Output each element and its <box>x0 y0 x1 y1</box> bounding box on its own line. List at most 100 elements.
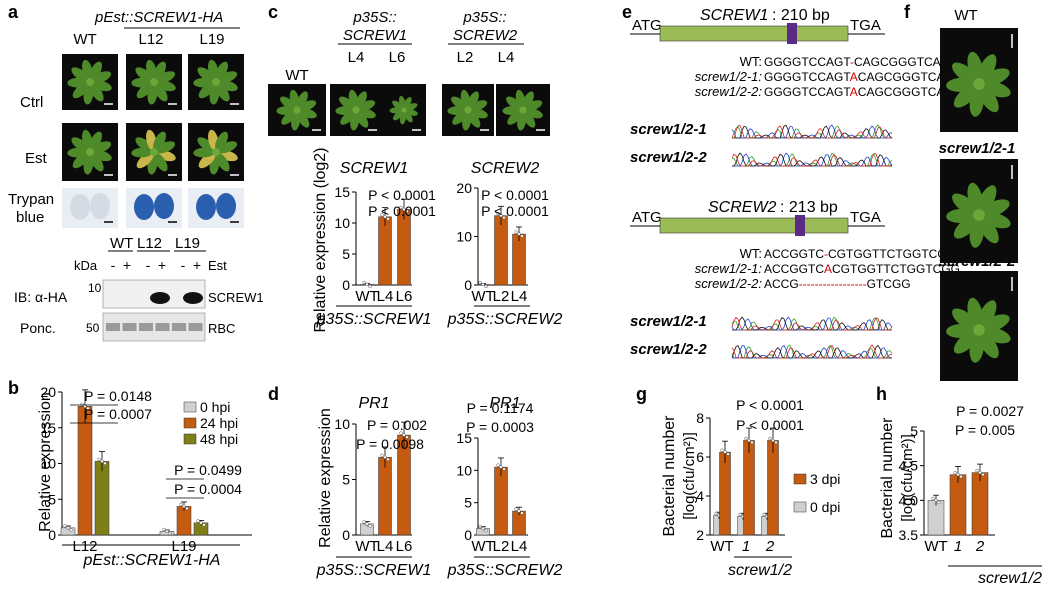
y-tick-label: 15 <box>40 420 56 436</box>
x-tick-label: L4 <box>377 288 394 305</box>
leaf <box>403 110 413 123</box>
chromatogram-trace <box>731 316 893 331</box>
x-tick-label: L6 <box>396 538 413 555</box>
col-label-l19: L19 <box>199 31 224 48</box>
blot-lane-l19: L19 <box>175 235 200 252</box>
sequence: GGGGTCCAGTACAGCGGGTCAGG <box>764 70 963 84</box>
bar <box>94 461 110 536</box>
chart-h: 3.5 4.0 4.5 5 WT 1 2 <box>899 423 995 555</box>
y-tick-label: 15 <box>456 430 472 446</box>
data-point <box>481 282 485 287</box>
y-axis-label-h: Bacterial number <box>879 417 896 539</box>
y-tick-label: 5 <box>342 246 350 262</box>
data-point <box>365 522 369 526</box>
data-point <box>386 217 390 221</box>
data-point <box>179 502 183 507</box>
data-point <box>365 282 369 287</box>
leaf <box>153 131 166 151</box>
p-value: P < 0.0001 <box>736 417 804 433</box>
plant-rosette <box>276 89 317 131</box>
data-point <box>165 529 169 534</box>
bar <box>743 440 755 536</box>
stained-leaf <box>154 193 174 219</box>
leaf <box>89 131 102 151</box>
data-point <box>750 440 754 445</box>
seq-mid: ----------------- <box>799 277 867 291</box>
seq-post: CAGCGGGTCAGG <box>858 85 963 99</box>
leaf <box>217 71 238 84</box>
trace-label: screw1/2-2 <box>630 341 707 358</box>
p-value: P = 0.0007 <box>84 406 152 422</box>
rosette-center <box>464 106 472 114</box>
c-construct1-line1: p35S:: <box>352 9 396 26</box>
leaf <box>980 199 1010 217</box>
x-tick-label: L2 <box>493 288 510 305</box>
leaf <box>357 100 376 112</box>
y-tick-label: 0 <box>342 277 350 293</box>
y-tick-label: 20 <box>40 384 56 400</box>
data-point <box>196 519 200 523</box>
x-tick-label: WT <box>355 288 378 305</box>
data-point <box>937 500 941 504</box>
legend-swatch <box>183 433 197 445</box>
marker-50: 50 <box>86 321 100 335</box>
row-label-est: Est <box>25 150 48 167</box>
seq-label: WT: <box>740 246 762 261</box>
f-label-wt: WT <box>954 7 977 24</box>
data-point <box>771 438 775 443</box>
data-point <box>478 280 482 285</box>
ponceau-band <box>155 323 170 331</box>
band-label-screw1: SCREW1 <box>208 290 264 305</box>
seq-mid: - <box>824 247 828 261</box>
rosette-center <box>973 209 985 221</box>
y-tick-label: 0 <box>48 527 56 543</box>
y-axis-label-b: Relative expression <box>37 392 54 532</box>
leaf <box>280 96 297 111</box>
gene-bar <box>659 217 849 234</box>
data-point <box>405 435 409 439</box>
rosette-center <box>401 107 407 113</box>
marker-10: 10 <box>88 281 102 295</box>
leaf <box>296 91 308 109</box>
y-tick-label: 0 <box>464 527 472 543</box>
f-label-screw-1: screw1/2-1 <box>939 140 1016 157</box>
leaf <box>89 152 104 172</box>
leaf <box>298 100 317 112</box>
plant-rosette <box>335 89 376 131</box>
y-axis-unit-h: [log(cfu/cm²)] <box>899 434 916 522</box>
rosette-center <box>973 78 985 90</box>
panel-f: f WT screw1/2-1 screw1/2-2 <box>904 2 1018 381</box>
data-point <box>383 455 387 459</box>
plant-rosette <box>131 59 176 105</box>
leaf <box>506 96 523 111</box>
leaf <box>355 110 369 128</box>
sequence: ACCG-----------------GTCGG <box>764 277 911 291</box>
ponceau-band <box>122 323 137 331</box>
bar <box>378 457 392 536</box>
y-tick-label: 0 <box>464 277 472 293</box>
y-tick-label: 5 <box>910 423 918 439</box>
x-axis-title-d2: p35S::SCREW2 <box>447 562 563 579</box>
seq-label: screw1/2-1: <box>695 261 763 276</box>
data-point <box>103 461 107 466</box>
rosette-center <box>150 148 158 156</box>
data-point <box>362 520 366 524</box>
col-label-l12: L12 <box>138 31 163 48</box>
panel-letter-a: a <box>8 2 19 22</box>
treatment-sign: - <box>111 257 116 273</box>
data-point <box>100 459 104 464</box>
y-tick-label: 4 <box>696 488 704 504</box>
c-construct1-line2: SCREW1 <box>343 27 407 44</box>
plant-rosette <box>193 129 238 175</box>
panel-letter-f: f <box>904 2 911 22</box>
p-value: P = 0.0499 <box>174 462 242 478</box>
c-plant-photos <box>268 84 550 136</box>
leaf <box>71 67 90 83</box>
leaf <box>72 82 90 99</box>
y-axis-label-c: Relative expression (log2) <box>312 148 329 333</box>
seq-label: screw1/2-1: <box>695 69 763 84</box>
chart-title-c2: SCREW2 <box>471 160 540 177</box>
rosette-center <box>86 148 94 156</box>
